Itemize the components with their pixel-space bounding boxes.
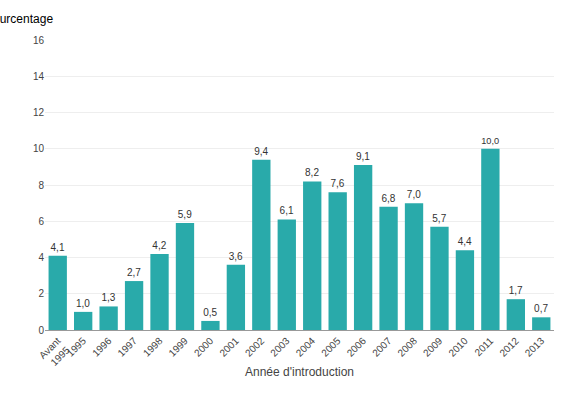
svg-text:5,7: 5,7 xyxy=(432,213,446,224)
svg-text:1997: 1997 xyxy=(116,335,140,359)
svg-text:1,3: 1,3 xyxy=(101,292,115,303)
svg-text:Avant1995: Avant1995 xyxy=(37,335,72,370)
svg-text:2013: 2013 xyxy=(523,335,547,359)
svg-text:10: 10 xyxy=(33,143,45,154)
svg-text:1,7: 1,7 xyxy=(509,285,523,296)
svg-text:2012: 2012 xyxy=(497,335,521,359)
svg-text:3,6: 3,6 xyxy=(229,251,243,262)
svg-text:6: 6 xyxy=(38,216,44,227)
svg-text:6,8: 6,8 xyxy=(381,193,395,204)
svg-text:0: 0 xyxy=(38,325,44,336)
svg-text:4: 4 xyxy=(38,252,44,263)
svg-text:4,1: 4,1 xyxy=(51,242,65,253)
svg-text:4,4: 4,4 xyxy=(458,236,472,247)
svg-text:2005: 2005 xyxy=(319,335,343,359)
svg-text:10,0: 10,0 xyxy=(481,136,499,146)
svg-text:Pourcentage: Pourcentage xyxy=(0,12,53,26)
svg-text:2011: 2011 xyxy=(472,335,495,358)
svg-text:2004: 2004 xyxy=(294,335,318,359)
svg-text:6,1: 6,1 xyxy=(280,205,294,216)
svg-text:2008: 2008 xyxy=(395,335,419,359)
svg-text:2010: 2010 xyxy=(446,335,470,359)
svg-text:8,2: 8,2 xyxy=(305,167,319,178)
svg-text:9,4: 9,4 xyxy=(254,146,268,157)
svg-text:2003: 2003 xyxy=(268,335,292,359)
svg-text:0,5: 0,5 xyxy=(203,307,217,318)
svg-text:2009: 2009 xyxy=(421,335,445,359)
svg-text:8: 8 xyxy=(38,180,44,191)
svg-text:5,9: 5,9 xyxy=(178,209,192,220)
svg-text:9,1: 9,1 xyxy=(356,151,370,162)
svg-text:12: 12 xyxy=(33,107,45,118)
svg-text:2,7: 2,7 xyxy=(127,267,141,278)
svg-text:1,0: 1,0 xyxy=(76,298,90,309)
svg-text:1996: 1996 xyxy=(90,335,114,359)
svg-text:14: 14 xyxy=(33,71,45,82)
svg-text:7,6: 7,6 xyxy=(331,178,345,189)
svg-text:2002: 2002 xyxy=(243,335,267,359)
svg-text:0,7: 0,7 xyxy=(534,303,548,314)
svg-text:2007: 2007 xyxy=(370,335,394,359)
svg-text:7,0: 7,0 xyxy=(407,189,421,200)
svg-text:2006: 2006 xyxy=(345,335,369,359)
svg-text:2000: 2000 xyxy=(192,335,216,359)
svg-text:Année d'introduction: Année d'introduction xyxy=(245,365,354,379)
svg-text:2: 2 xyxy=(38,288,44,299)
svg-text:4,2: 4,2 xyxy=(152,240,166,251)
svg-text:16: 16 xyxy=(33,35,45,46)
svg-text:1999: 1999 xyxy=(166,335,190,359)
svg-text:1995: 1995 xyxy=(65,335,89,359)
svg-text:1998: 1998 xyxy=(141,335,165,359)
svg-text:2001: 2001 xyxy=(217,335,241,359)
